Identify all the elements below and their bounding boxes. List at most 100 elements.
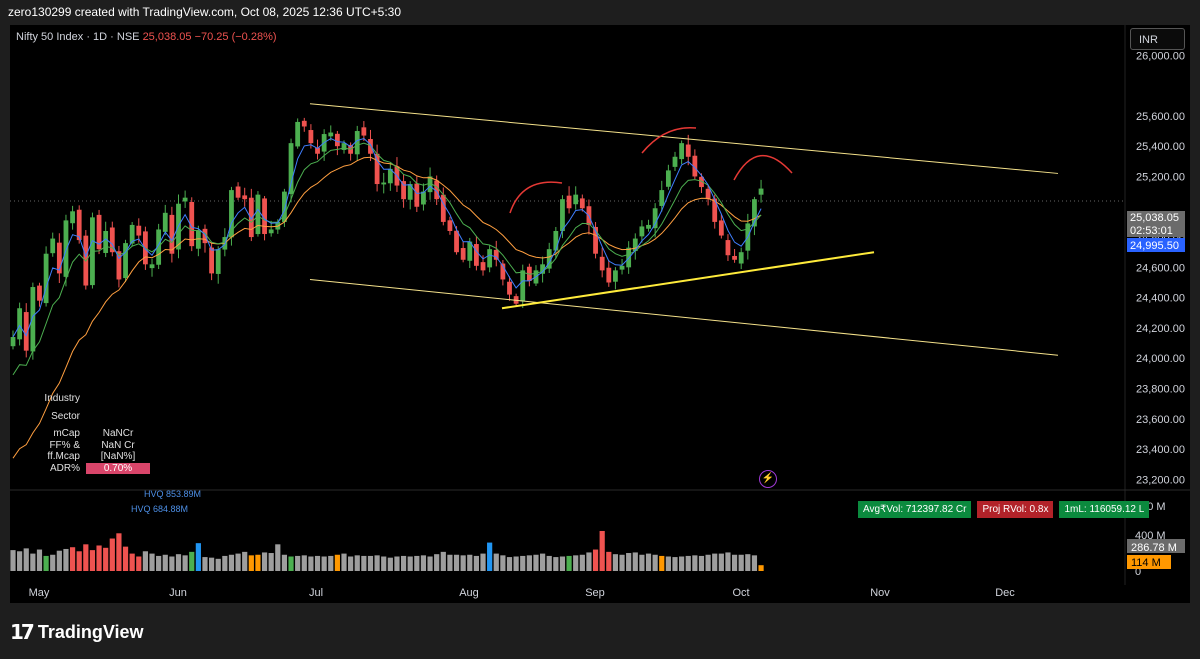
volume-bar <box>222 555 228 571</box>
vol-last-label: 286.78 M <box>1131 542 1177 554</box>
symbol-legend[interactable]: Nifty 50 Index · 1D · NSE 25,038.05 −70.… <box>16 31 277 43</box>
candle-body <box>480 262 486 271</box>
countdown-label-bg <box>1127 224 1185 237</box>
volume-bar <box>301 555 307 571</box>
hvq-label: HVQ 853.89M <box>144 489 201 499</box>
candle-body <box>23 312 29 351</box>
volume-bar <box>215 558 221 571</box>
volume-bar <box>487 542 493 571</box>
candle-body <box>182 197 188 202</box>
candle-body <box>123 243 128 279</box>
volume-bar <box>328 555 334 571</box>
volume-bar <box>248 555 254 571</box>
arc-annotation <box>641 126 697 154</box>
volume-bar <box>242 551 248 571</box>
candle-body <box>195 230 201 249</box>
candle-body <box>368 139 373 154</box>
candle-body <box>202 228 208 244</box>
volume-bar <box>440 551 446 571</box>
price-chart[interactable]: 26,000.0025,600.0025,400.0025,200.0024,8… <box>10 25 1190 603</box>
x-tick-label: May <box>29 587 50 599</box>
info-key: Sector <box>51 410 80 422</box>
volume-stats: Avg₹Vol: 712397.82 Cr Proj RVol: 0.8x 1m… <box>858 501 1150 518</box>
volume-bar <box>387 557 393 571</box>
volume-bar <box>261 552 268 571</box>
symbol-change: −70.25 (−0.28%) <box>194 31 277 43</box>
candle-body <box>619 265 625 270</box>
volume-bar <box>281 554 288 571</box>
chart-panel[interactable]: 26,000.0025,600.0025,400.0025,200.0024,8… <box>10 25 1190 603</box>
volume-bar <box>400 555 407 571</box>
volume-bar <box>447 554 453 571</box>
y-tick-label: 23,800.00 <box>1136 384 1185 396</box>
candle-body <box>189 201 195 247</box>
volume-bar <box>639 554 645 571</box>
volume-bar <box>758 565 764 571</box>
candle-body <box>460 248 466 260</box>
volume-bar <box>50 554 56 571</box>
countdown-label: 02:53:01 <box>1130 225 1173 237</box>
volume-bar <box>103 547 109 571</box>
candle-body <box>268 229 274 234</box>
candle-body <box>421 191 426 205</box>
candle-body <box>599 256 605 271</box>
ema-slow-line <box>12 156 762 459</box>
candle-body <box>255 194 261 235</box>
candle-body <box>76 209 82 241</box>
volume-bar <box>414 555 420 571</box>
volume-bar <box>314 555 321 571</box>
candle-body <box>354 131 360 155</box>
candle-body <box>758 188 764 195</box>
candle-body <box>685 144 691 157</box>
volume-bar <box>579 554 585 571</box>
currency-button[interactable]: INR <box>1130 28 1185 50</box>
candle-body <box>17 308 23 340</box>
volume-bar <box>56 550 62 571</box>
tradingview-brand[interactable]: 17 TradingView <box>10 620 144 644</box>
volume-bar <box>381 556 387 571</box>
candle-body <box>282 191 287 223</box>
lightning-icon[interactable]: ⚡ <box>759 470 777 488</box>
volume-bar <box>136 556 142 571</box>
candle-body <box>659 190 665 206</box>
candle-body <box>593 226 598 254</box>
y-tick-label: 24,400.00 <box>1136 293 1185 305</box>
candle-body <box>679 143 685 160</box>
info-key: mCap <box>53 428 80 440</box>
volume-bar <box>69 547 76 571</box>
volume-bar <box>394 556 400 571</box>
volume-bar <box>427 556 433 571</box>
avg-volume-badge: Avg₹Vol: 712397.82 Cr <box>858 501 972 518</box>
volume-bar <box>202 557 208 571</box>
candle-body <box>103 230 109 253</box>
candle-body <box>262 198 267 235</box>
candle-body <box>705 188 711 200</box>
volume-bar <box>526 555 532 571</box>
volume-bar <box>43 555 49 571</box>
candle-body <box>573 194 579 205</box>
volume-bar <box>520 555 526 571</box>
candle-body <box>579 198 585 209</box>
y-tick-label: 25,200.00 <box>1136 171 1185 183</box>
volume-bar <box>652 554 658 571</box>
adr-badge: 0.70% <box>86 463 150 475</box>
volume-bar <box>751 555 758 571</box>
vol-ma-bg <box>1127 555 1171 569</box>
candle-body <box>136 225 142 236</box>
volume-bar <box>334 554 340 571</box>
volume-bar <box>599 530 605 571</box>
symbol-name[interactable]: Nifty 50 Index · 1D · NSE <box>16 31 140 43</box>
ema-fast-line <box>12 137 762 338</box>
candle-body <box>109 227 115 253</box>
candle-body <box>315 147 320 154</box>
candle-body <box>546 249 552 269</box>
hvq-label: HVQ 684.88M <box>131 504 188 514</box>
info-row-sector: Sector <box>18 408 150 426</box>
volume-bar <box>96 545 102 571</box>
volume-bar <box>546 555 552 571</box>
info-table: Industry Sector mCap NaNCr FF% & ff.Mcap N… <box>18 390 150 478</box>
arc-annotation <box>509 181 563 214</box>
candle-body <box>738 252 744 264</box>
y-tick-label: 23,600.00 <box>1136 414 1185 426</box>
candle-body <box>520 270 526 302</box>
